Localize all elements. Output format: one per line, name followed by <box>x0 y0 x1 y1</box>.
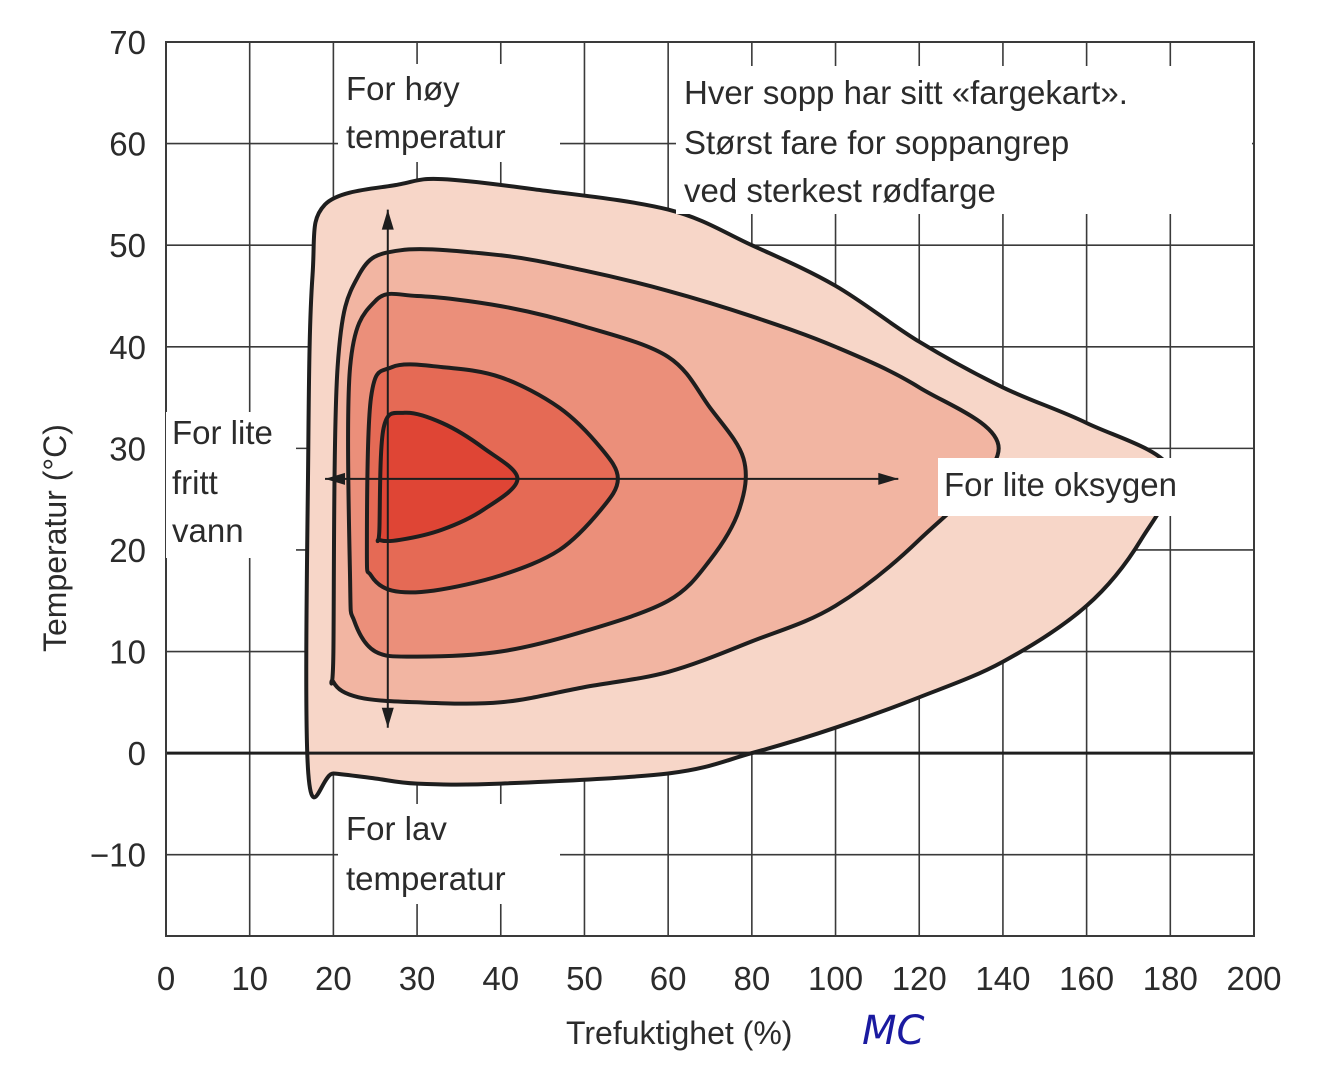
label-bg-high-temp <box>338 64 560 162</box>
label-bg-note <box>676 66 1252 214</box>
x-tick-30: 30 <box>399 960 436 997</box>
annotation-high-temp-line1: For høy <box>346 70 460 107</box>
y-tick-1: 60 <box>109 126 146 163</box>
label-bg-low-temp <box>338 804 560 904</box>
annotation-little-oxygen: For lite oksygen <box>944 466 1177 503</box>
x-tick-200: 200 <box>1226 960 1281 997</box>
x-tick-120: 120 <box>892 960 947 997</box>
x-tick-100: 100 <box>808 960 863 997</box>
arrow-down-head <box>381 707 394 728</box>
annotation-little-water-line3: vann <box>172 512 244 549</box>
x-tick-20: 20 <box>315 960 352 997</box>
x-axis-label: Trefuktighet (%) <box>566 1015 792 1051</box>
arrow-up-head <box>381 209 394 230</box>
annotation-note-line1: Hver sopp har sitt «fargekart». <box>684 74 1128 111</box>
annotation-low-temp-line1: For lav <box>346 810 447 847</box>
label-bg-little-water <box>166 412 296 558</box>
annotation-note-line3: ved sterkest rødfarge <box>684 172 996 209</box>
y-tick-5: 20 <box>109 532 146 569</box>
x-axis-unit-label: MC <box>862 1008 925 1054</box>
y-tick-7: 0 <box>128 735 146 772</box>
x-tick-0: 0 <box>157 960 175 997</box>
y-axis-label: Temperatur (°C) <box>37 424 73 652</box>
x-tick-60: 60 <box>650 960 687 997</box>
x-tick-40: 40 <box>482 960 519 997</box>
annotation-high-temp-line2: temperatur <box>346 118 506 155</box>
y-tick-0: 70 <box>109 24 146 61</box>
annotation-low-temp-line2: temperatur <box>346 860 506 897</box>
label-bg-little-oxygen <box>938 458 1230 516</box>
x-tick-10: 10 <box>231 960 268 997</box>
x-tick-180: 180 <box>1143 960 1198 997</box>
x-tick-140: 140 <box>975 960 1030 997</box>
y-tick-8: −10 <box>90 837 146 874</box>
arrow-right-head <box>878 472 899 485</box>
arrow-left-head <box>325 472 346 485</box>
x-tick-labels: 0 10 20 30 40 50 60 80 100 120 140 160 180 200 <box>157 960 1282 997</box>
annotation-little-water-line1: For lite <box>172 414 273 451</box>
contour-regions <box>304 176 1175 800</box>
annotation-note-line2: Størst fare for soppangrep <box>684 124 1069 161</box>
annotation-little-water-line2: fritt <box>172 464 218 501</box>
y-tick-2: 50 <box>109 227 146 264</box>
contour-level-5 <box>375 410 520 544</box>
y-tick-4: 30 <box>109 430 146 467</box>
x-tick-80: 80 <box>733 960 770 997</box>
arrows <box>325 209 899 728</box>
y-tick-labels: 70 60 50 40 30 20 10 0 −10 <box>90 24 146 874</box>
x-tick-160: 160 <box>1059 960 1114 997</box>
y-tick-6: 10 <box>109 634 146 671</box>
y-tick-3: 40 <box>109 329 146 366</box>
x-tick-50: 50 <box>566 960 603 997</box>
